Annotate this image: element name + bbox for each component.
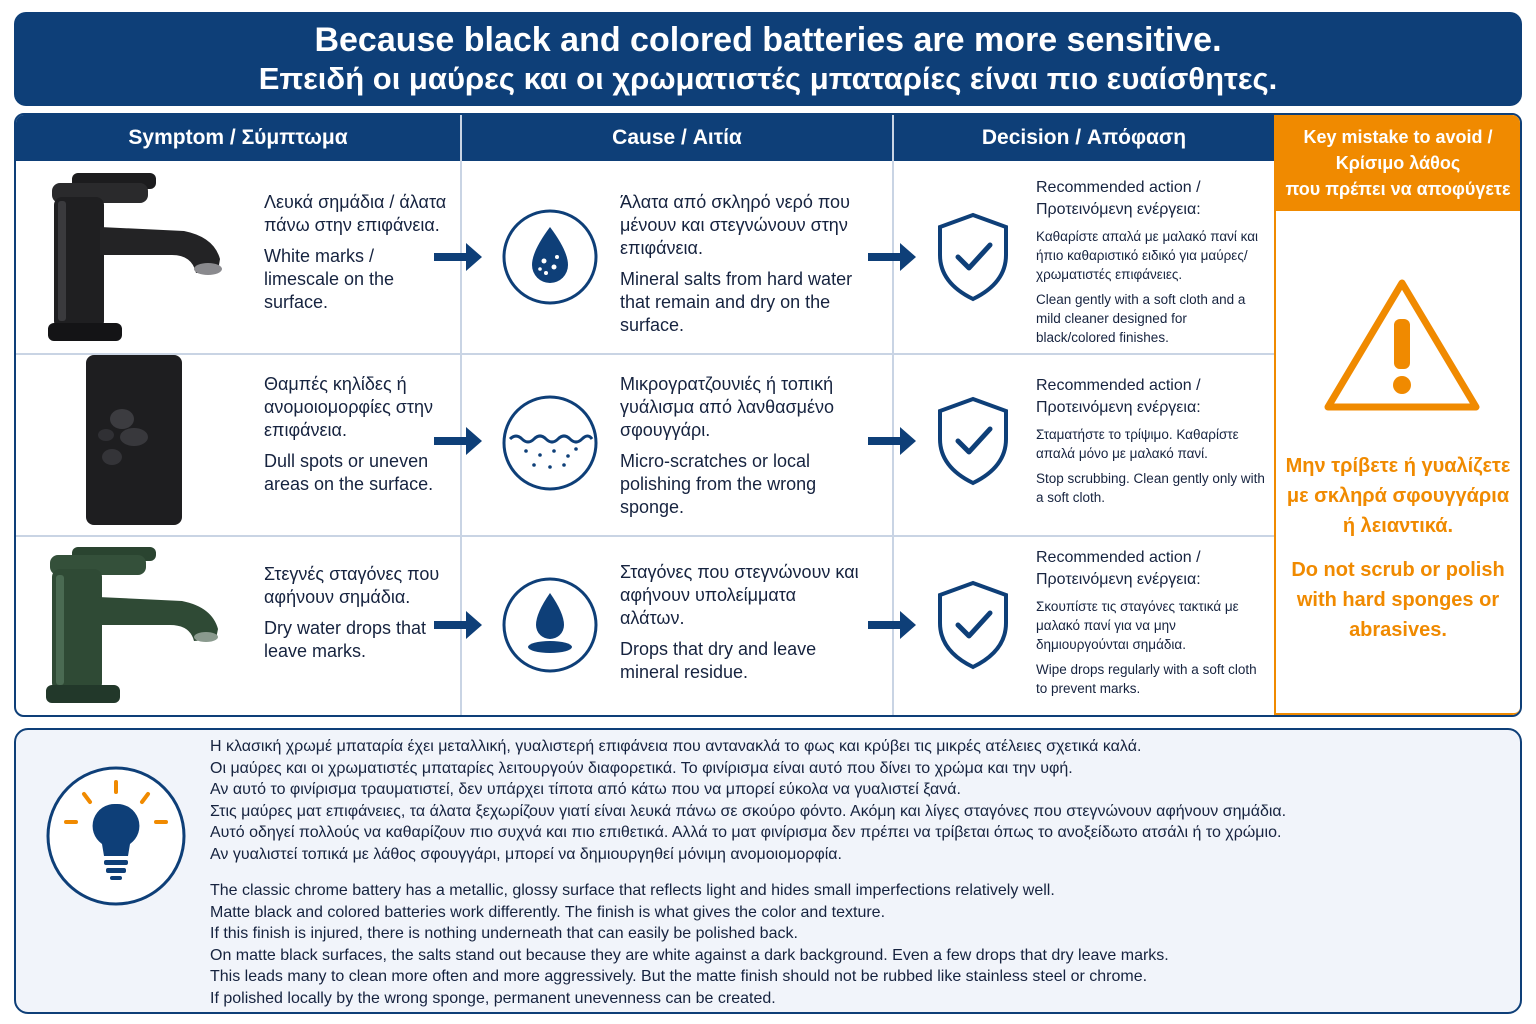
shield-check-icon [938,580,1008,670]
arrow-right-icon [868,243,916,271]
arrow-right-icon [434,427,482,455]
black-pipe-icon [86,355,182,525]
row-divider [16,353,1274,355]
info-text-en: The classic chrome battery has a metalli… [210,882,1169,1007]
green-faucet-icon [46,547,218,703]
key-mistake-panel: Key mistake to avoid / Κρίσιμο λάθος που… [1274,115,1520,715]
info-panel: Η κλασική χρωμέ μπαταρία έχει μεταλλική,… [14,728,1522,1014]
table-row: Στεγνές σταγόνες που αφήνουν σημάδια. Dr… [16,537,1274,715]
table-row: Λευκά σημάδια / άλατα πάνω στην επιφάνει… [16,161,1274,353]
key-mistake-text-gr: Μην τρίβετε ή γυαλίζετε με σκληρά σφουγγ… [1285,455,1511,537]
page-title-banner: Because black and colored batteries are … [14,12,1522,106]
symptom-text: Θαμπές κηλίδες ή ανομοιομορφίες στην επι… [264,374,434,494]
shield-check-icon [938,212,1008,302]
water-drop-salts-icon [502,209,598,305]
arrow-right-icon [868,427,916,455]
column-divider [460,115,462,715]
shield-check-icon [938,396,1008,486]
symptom-text: Στεγνές σταγόνες που αφήνουν σημάδια. Dr… [264,564,440,661]
cause-text: Σταγόνες που στεγνώνουν και αφήνουν υπολ… [620,562,859,682]
decision-block: Recommended action / Προτεινόμενη ενέργε… [1036,179,1259,345]
scratched-surface-icon [502,395,598,491]
lightbulb-icon [46,766,186,906]
column-header-decision: Decision / Απόφαση [894,115,1274,161]
column-header-cause: Cause / Αιτία [462,115,892,161]
arrow-right-icon [868,611,916,639]
warning-triangle-icon [1324,279,1480,411]
page-title-en: Because black and colored batteries are … [314,21,1222,59]
page-title-gr: Επειδή οι μαύρες και οι χρωματιστές μπατ… [258,61,1278,96]
key-mistake-header: Key mistake to avoid / Κρίσιμο λάθος που… [1276,115,1520,211]
cause-text: Άλατα από σκληρό νερό που μένουν και στε… [620,192,853,335]
row-divider [16,535,1274,537]
decision-block: Recommended action / Προτεινόμενη ενέργε… [1036,549,1257,696]
symptom-table: Symptom / Σύμπτωμα Cause / Αιτία Decisio… [14,113,1522,717]
water-drop-icon [502,577,598,673]
column-header-symptom: Symptom / Σύμπτωμα [16,115,460,161]
info-text-gr: Η κλασική χρωμέ μπαταρία έχει μεταλλική,… [210,738,1287,863]
cause-text: Μικρογρατζουνιές ή τοπική γυάλισμα από λ… [620,374,835,517]
key-mistake-text-en: Do not scrub or polish with hard sponges… [1291,559,1505,641]
table-row: Θαμπές κηλίδες ή ανομοιομορφίες στην επι… [16,355,1274,535]
black-faucet-icon [48,173,222,341]
symptom-text: Λευκά σημάδια / άλατα πάνω στην επιφάνει… [264,192,447,312]
arrow-right-icon [434,611,482,639]
column-divider [892,115,894,715]
decision-block: Recommended action / Προτεινόμενη ενέργε… [1036,377,1265,505]
arrow-right-icon [434,243,482,271]
